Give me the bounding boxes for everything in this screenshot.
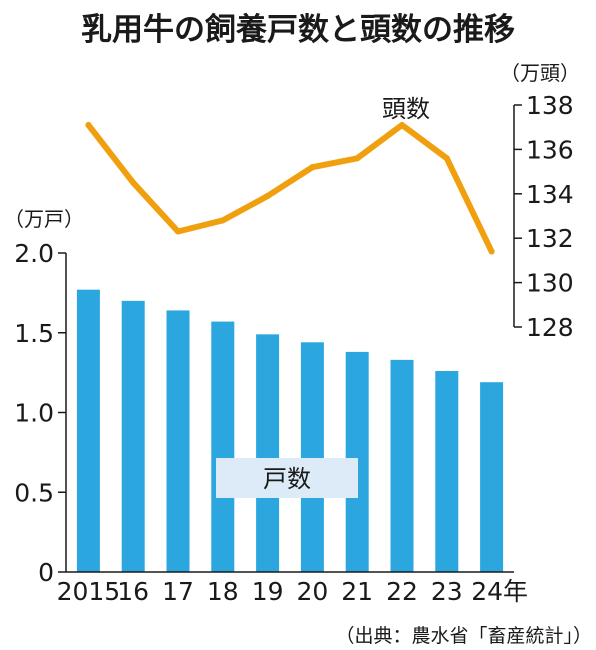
left-axis: 0 0.5 1.0 1.5 2.0 bbox=[14, 239, 67, 587]
bar-series bbox=[76, 289, 504, 572]
line-series-label: 頭数 bbox=[382, 95, 430, 123]
x-tick-label: 24年 bbox=[471, 577, 528, 606]
left-tick-label: 2.0 bbox=[14, 239, 54, 268]
x-tick-label: 16 bbox=[117, 577, 149, 606]
left-tick-label: 0 bbox=[38, 558, 54, 587]
right-tick-label: 132 bbox=[526, 224, 574, 253]
line-point-16 bbox=[130, 179, 137, 186]
line-point-23 bbox=[443, 155, 450, 162]
line-point-17 bbox=[175, 228, 181, 235]
line-point-21 bbox=[354, 155, 361, 162]
x-tick-label: 22 bbox=[386, 577, 418, 606]
bar-20 bbox=[300, 342, 324, 572]
right-axis-unit: （万頭） bbox=[500, 61, 580, 85]
line-path bbox=[85, 122, 495, 255]
x-tick-label: 18 bbox=[207, 577, 239, 606]
line-point-20 bbox=[309, 164, 316, 171]
bar-16 bbox=[121, 300, 145, 572]
left-axis-unit: （万戸） bbox=[4, 207, 84, 231]
bar-2015 bbox=[76, 289, 100, 572]
line-point-24年 bbox=[488, 248, 495, 255]
x-tick-label: 17 bbox=[162, 577, 194, 606]
x-tick-label: 2015 bbox=[57, 577, 121, 606]
bar-22 bbox=[390, 359, 414, 572]
right-tick-label: 128 bbox=[526, 313, 574, 342]
left-tick-label: 1.5 bbox=[14, 319, 54, 348]
right-axis: 128 130 132 134 136 138 bbox=[513, 91, 574, 342]
chart-title: 乳用牛の飼養戸数と頭数の推移 bbox=[81, 12, 515, 48]
right-tick-label: 136 bbox=[526, 135, 574, 164]
line-point-22 bbox=[399, 121, 405, 128]
x-tick-label: 21 bbox=[341, 577, 373, 606]
x-tick-label: 20 bbox=[296, 577, 328, 606]
right-tick-label: 130 bbox=[526, 269, 574, 298]
right-tick-label: 134 bbox=[526, 180, 574, 209]
line-point-18 bbox=[219, 217, 226, 224]
bar-series-label-box bbox=[216, 458, 358, 498]
x-tick-label: 19 bbox=[252, 577, 284, 606]
left-tick-label: 1.0 bbox=[14, 399, 54, 428]
line-point-19 bbox=[264, 193, 271, 200]
line-series bbox=[85, 121, 495, 255]
bar-17 bbox=[166, 310, 190, 572]
bar-series-label: 戸数 bbox=[263, 465, 311, 493]
bar-18 bbox=[211, 321, 235, 572]
line-point-2015 bbox=[85, 121, 92, 128]
right-tick-label: 138 bbox=[526, 91, 574, 120]
bar-23 bbox=[435, 371, 459, 572]
x-tick-label: 23 bbox=[431, 577, 463, 606]
bar-24年 bbox=[480, 382, 504, 572]
left-tick-label: 0.5 bbox=[14, 478, 54, 507]
bar-19 bbox=[256, 334, 280, 572]
source-note: （出典：農水省「畜産統計」） bbox=[335, 625, 592, 647]
